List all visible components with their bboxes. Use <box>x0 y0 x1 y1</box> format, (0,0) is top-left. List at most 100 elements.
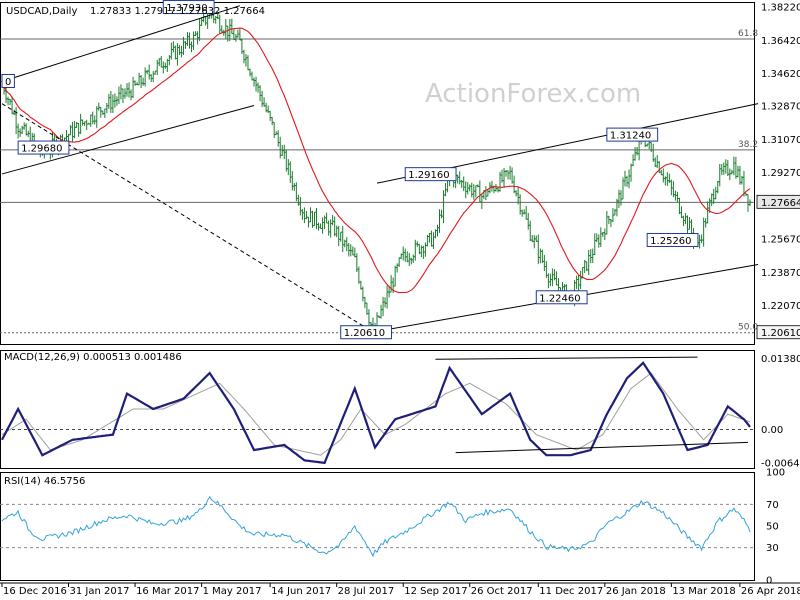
ohlc-bar <box>174 45 177 60</box>
ohlc-bar <box>428 233 431 243</box>
ohlc-bar <box>277 130 280 147</box>
ohlc-bar <box>686 215 689 236</box>
ohlc-bar <box>615 198 619 217</box>
y-tick-label: 1.29270 <box>761 168 800 179</box>
ohlc-bar <box>698 234 701 249</box>
ohlc-bar <box>188 32 191 49</box>
ohlc-bar <box>319 223 322 230</box>
ohlc-bar <box>619 190 623 206</box>
ohlc-bar <box>539 248 542 264</box>
x-tick-label: 14 Jun 2017 <box>271 586 331 597</box>
ohlc-bar <box>734 156 738 179</box>
x-tick-label: 16 Dec 2016 <box>3 586 67 597</box>
chart-header-ohlc: 1.27833 1.27917 1.27632 1.27664 <box>90 6 265 17</box>
ohlc-bar <box>105 103 109 114</box>
ohlc-bar <box>508 165 512 180</box>
macd-y-tick: 0.00 <box>761 425 783 436</box>
ohlc-bar <box>736 165 740 178</box>
ohlc-bar <box>289 161 292 183</box>
trendline <box>1 103 374 333</box>
ohlc-bar <box>246 55 250 71</box>
x-tick-label: 28 Jul 2017 <box>338 586 395 597</box>
price-annotation: 1.31240 <box>606 127 659 142</box>
rsi-y-tick: 50 <box>766 522 779 533</box>
fib-label: 38.2 <box>738 140 758 150</box>
y-tick-label: 1.27664 <box>761 198 800 209</box>
ohlc-bar <box>706 201 709 224</box>
ohlc-bar <box>143 67 147 87</box>
ohlc-bar <box>20 125 24 135</box>
ohlc-bar <box>688 217 691 230</box>
ohlc-bar <box>178 44 181 56</box>
ohlc-bar <box>714 186 717 200</box>
price-annotations: 1.37930 1.29680 1.29160 1.31240 1.25260 1.224… <box>1 0 699 340</box>
ohlc-bar <box>512 175 516 194</box>
ohlc-bar <box>494 184 498 192</box>
y-tick-label: 1.22070 <box>761 301 800 312</box>
y-axis-labels: 1.38220 1.36420 1.34620 1.32870 1.31070 1.292… <box>756 3 800 587</box>
ohlc-bar <box>525 206 528 220</box>
price-annotation: 1.29680 <box>17 140 70 155</box>
ohlc-bar <box>468 184 471 192</box>
ohlc-bar <box>395 263 399 273</box>
price-annotation: 1.25260 <box>646 232 699 247</box>
ohlc-bar <box>462 176 465 192</box>
ohlc-bar <box>728 168 732 181</box>
ohlc-bar <box>652 143 655 162</box>
ohlc-bar <box>97 102 100 111</box>
panel-frame-1 <box>0 350 755 469</box>
y-tick-label: 1.36420 <box>761 36 800 47</box>
ohlc-bar <box>365 302 369 315</box>
ohlc-bar <box>436 224 439 237</box>
svg-text:1.29680: 1.29680 <box>21 144 62 155</box>
x-tick-label: 31 Jan 2017 <box>70 586 130 597</box>
chart-header-symbol: USDCAD,Daily <box>6 6 77 17</box>
ohlc-bar <box>533 235 536 249</box>
ohlc-bar <box>190 41 193 53</box>
ohlc-bar <box>204 16 207 26</box>
ohlc-bar <box>14 106 18 135</box>
ohlc-bar <box>248 68 252 77</box>
ohlc-bar <box>351 246 355 256</box>
ohlc-bar <box>353 247 357 258</box>
ohlc-bar <box>119 84 123 100</box>
ohlc-bar <box>416 241 419 247</box>
ohlc-bar <box>127 82 131 98</box>
ohlc-bar <box>404 248 407 262</box>
ohlc-bar <box>684 213 687 225</box>
ohlc-bar <box>472 184 475 200</box>
x-tick-label: 16 Mar 2017 <box>136 586 199 597</box>
ohlc-bar <box>184 41 187 49</box>
price-annotation: 1.22460 <box>535 290 588 305</box>
ohlc-bar <box>470 182 473 198</box>
ohlc-bar <box>347 243 350 257</box>
ohlc-bar <box>555 271 558 286</box>
ohlc-bar <box>321 217 324 234</box>
ohlc-bar <box>349 244 352 257</box>
ohlc-bar <box>597 234 600 248</box>
ohlc-bar <box>262 97 266 107</box>
ohlc-bar <box>593 233 596 256</box>
ohlc-bar <box>700 234 703 244</box>
ohlc-bar <box>623 170 627 187</box>
ohlc-bar <box>478 180 482 203</box>
ohlc-bar <box>331 214 334 226</box>
ohlc-bar <box>547 273 550 289</box>
ohlc-bar <box>242 49 246 64</box>
ohlc-bar <box>484 186 488 201</box>
ohlc-bar <box>625 175 629 187</box>
ohlc-bar <box>147 64 151 80</box>
ohlc-bar <box>486 189 490 197</box>
ohlc-bar <box>712 188 715 205</box>
ohlc-bar <box>152 71 155 83</box>
ohlc-bar <box>180 45 183 58</box>
rsi-title: RSI(14) 46.5756 <box>4 476 85 487</box>
ohlc-bar <box>456 174 459 184</box>
x-tick-label: 12 Sep 2017 <box>404 586 467 597</box>
x-tick-label: 11 Dec 2017 <box>539 586 603 597</box>
rsi-y-tick: 0 <box>766 576 772 587</box>
y-tick-label: 1.34620 <box>761 69 800 80</box>
ohlc-bar <box>474 185 478 198</box>
ohlc-bar <box>591 248 594 263</box>
ohlc-bar <box>410 257 413 265</box>
